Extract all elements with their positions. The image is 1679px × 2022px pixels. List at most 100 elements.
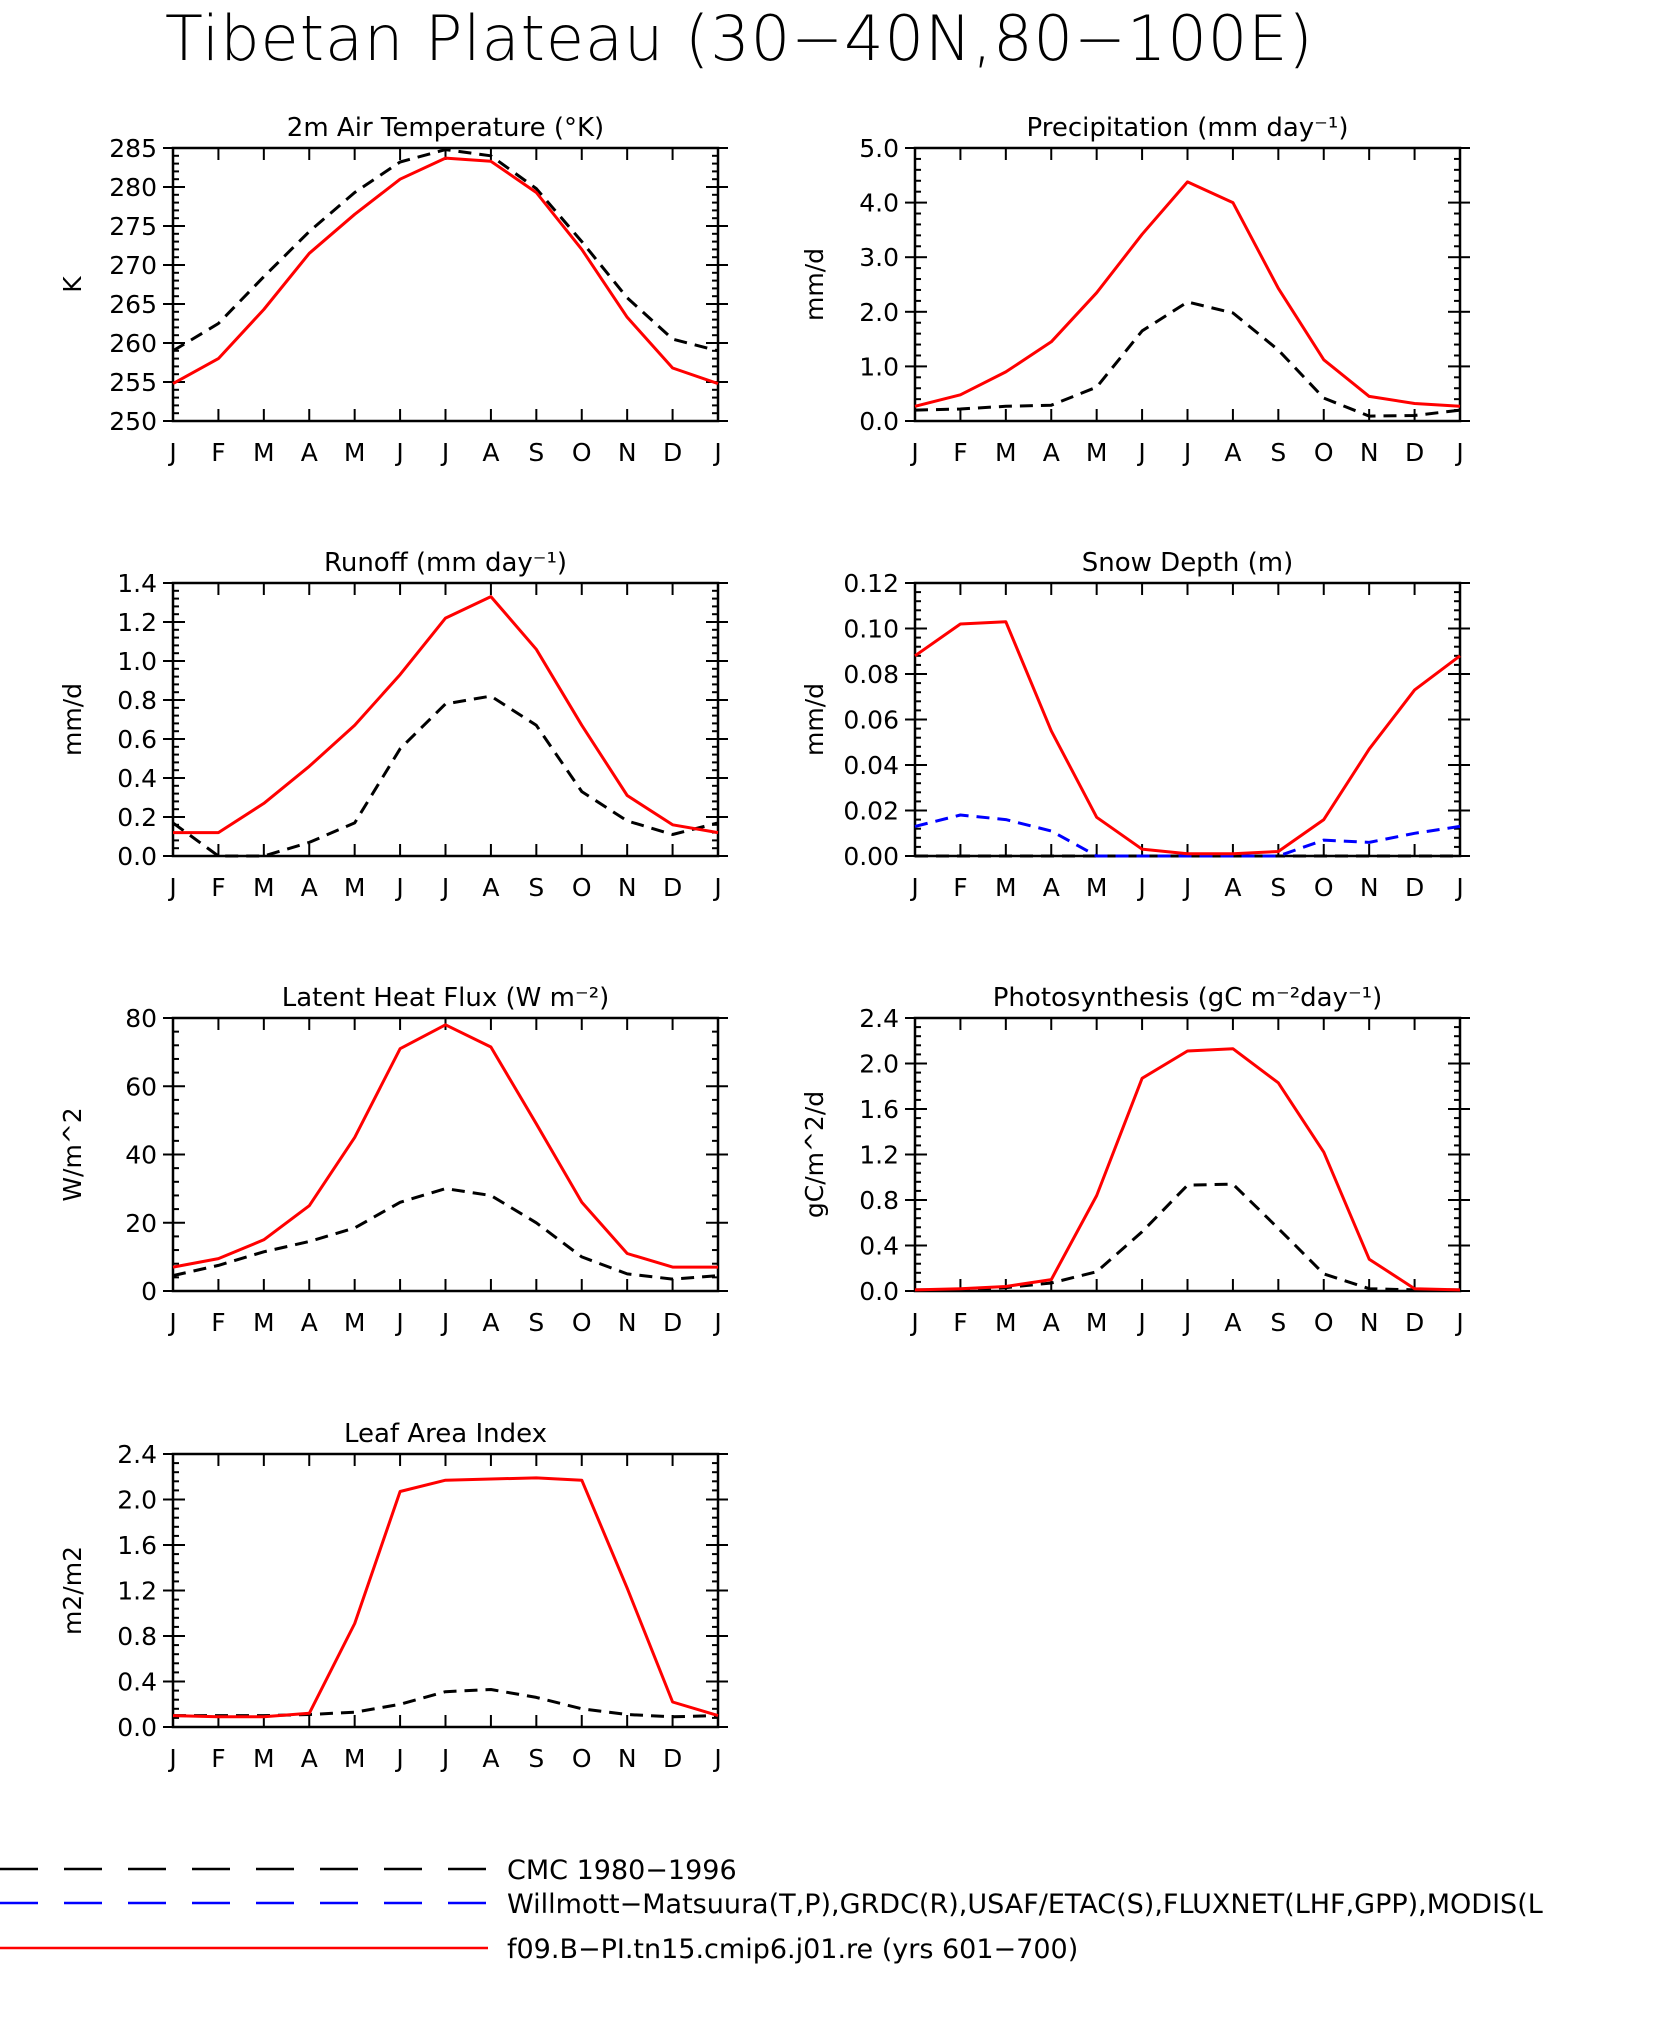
y-tick-label: 2.4 [117, 1440, 157, 1469]
x-tick-label: O [1314, 1308, 1334, 1337]
y-axis-ticks [905, 1017, 1470, 1292]
panel-title: Photosynthesis (gC m⁻²day⁻¹) [993, 983, 1382, 1013]
x-tick-label: M [253, 1744, 275, 1773]
series-line-model [172, 1476, 719, 1719]
figure-title: Tibetan Plateau (30−40N,80−100E) [165, 2, 1314, 75]
panel-title: Precipitation (mm day⁻¹) [1027, 113, 1349, 143]
panel-title: Runoff (mm day⁻¹) [324, 548, 567, 578]
y-tick-label: 285 [109, 134, 157, 163]
x-tick-label: J [167, 1744, 176, 1773]
legend-label: f09.B−PI.tn15.cmip6.j01.re (yrs 601−700) [507, 1934, 1078, 1965]
y-tick-label: 80 [125, 1004, 157, 1033]
y-tick-label: 1.6 [859, 1095, 899, 1124]
x-axis-ticks [172, 1454, 719, 1727]
x-tick-label: J [712, 1744, 721, 1773]
x-tick-label: S [1270, 438, 1286, 467]
y-axis-label: mm/d [800, 248, 829, 321]
x-tick-label: O [1314, 438, 1334, 467]
x-tick-label: A [482, 873, 499, 902]
x-tick-label: F [211, 1744, 225, 1773]
x-tick-label: A [1043, 438, 1060, 467]
y-tick-label: 2.0 [859, 1050, 899, 1079]
x-tick-label: A [1043, 873, 1060, 902]
x-tick-label: O [1314, 873, 1334, 902]
y-tick-label: 4.0 [859, 189, 899, 218]
y-tick-label: 0.8 [117, 1622, 157, 1651]
y-tick-label: 1.2 [117, 1577, 157, 1606]
x-tick-label: M [1086, 438, 1108, 467]
x-tick-label: O [572, 438, 592, 467]
series-line-model [914, 180, 1461, 408]
x-tick-label: J [394, 1308, 403, 1337]
legend-entry: Willmott−Matsuura(T,P),GRDC(R),USAF/ETAC… [0, 1889, 1543, 1920]
y-tick-label: 0.4 [117, 764, 157, 793]
y-tick-label: 1.2 [859, 1141, 899, 1170]
x-tick-label: J [1454, 438, 1463, 467]
x-tick-label: J [440, 873, 449, 902]
panel-title: 2m Air Temperature (°K) [287, 113, 604, 143]
y-tick-label: 20 [125, 1209, 157, 1238]
plot-frame [171, 1016, 720, 1293]
y-tick-label: 0.04 [843, 751, 899, 780]
panel-air-temperature: 2m Air Temperature (°K) 250 255 260 265 270 27… [58, 113, 728, 467]
x-tick-label: A [482, 438, 499, 467]
x-tick-label: J [167, 1308, 176, 1337]
y-tick-label: 1.2 [117, 608, 157, 637]
series-line-obs-cmc [914, 300, 1461, 418]
y-tick-label: 2.0 [117, 1486, 157, 1515]
y-axis-ticks [163, 1453, 728, 1728]
y-axis-label: m2/m2 [58, 1546, 87, 1635]
x-tick-label: A [301, 438, 318, 467]
panel-title: Leaf Area Index [344, 1419, 547, 1449]
x-tick-label: J [909, 1308, 918, 1337]
y-tick-label: 2.4 [859, 1004, 899, 1033]
series-line-obs-cmc [172, 1187, 719, 1281]
x-tick-label: M [995, 438, 1017, 467]
y-tick-label: 0.4 [859, 1232, 899, 1261]
x-tick-label: M [344, 873, 366, 902]
x-tick-label: J [1136, 1308, 1145, 1337]
x-tick-label: J [712, 438, 721, 467]
legend-entry: CMC 1980−1996 [0, 1855, 737, 1886]
series-line-obs-blue [914, 813, 1461, 858]
plot-frame [913, 146, 1462, 423]
y-tick-label: 0.0 [117, 1713, 157, 1742]
x-tick-label: J [909, 873, 918, 902]
y-tick-label: 0.8 [859, 1186, 899, 1215]
x-tick-label: M [253, 438, 275, 467]
y-tick-label: 0.0 [859, 1277, 899, 1306]
y-axis-label: K [58, 276, 87, 293]
y-tick-label: 0.4 [117, 1668, 157, 1697]
panel-title: Snow Depth (m) [1082, 548, 1294, 578]
y-tick-label: 2.0 [859, 298, 899, 327]
legend: CMC 1980−1996Willmott−Matsuura(T,P),GRDC… [0, 1855, 1543, 1965]
x-tick-label: N [618, 1308, 637, 1337]
x-tick-label: M [344, 438, 366, 467]
y-axis-label: gC/m^2/d [800, 1091, 829, 1218]
x-tick-label: J [167, 438, 176, 467]
x-tick-label: M [995, 1308, 1017, 1337]
y-axis-label: mm/d [800, 683, 829, 756]
x-tick-label: N [618, 438, 637, 467]
x-tick-label: J [394, 873, 403, 902]
panel-snow-depth: Snow Depth (m) 0.00 0.02 0.04 0.06 0.08 0.10 0.… [800, 548, 1470, 902]
y-tick-label: 0.8 [117, 686, 157, 715]
x-tick-label: D [663, 438, 682, 467]
y-axis-ticks [163, 147, 728, 422]
x-tick-label: S [528, 1308, 544, 1337]
x-tick-label: D [663, 1744, 682, 1773]
y-tick-label: 1.0 [117, 647, 157, 676]
x-tick-label: N [1360, 438, 1379, 467]
y-tick-label: 1.0 [859, 352, 899, 381]
series-line-obs-cmc [173, 1688, 719, 1719]
x-tick-label: S [1270, 873, 1286, 902]
x-tick-label: F [953, 1308, 967, 1337]
series-line-model [173, 595, 719, 835]
x-tick-label: J [440, 1308, 449, 1337]
series-line-model [914, 1047, 1461, 1292]
x-tick-label: J [1136, 873, 1145, 902]
x-tick-label: S [528, 1744, 544, 1773]
